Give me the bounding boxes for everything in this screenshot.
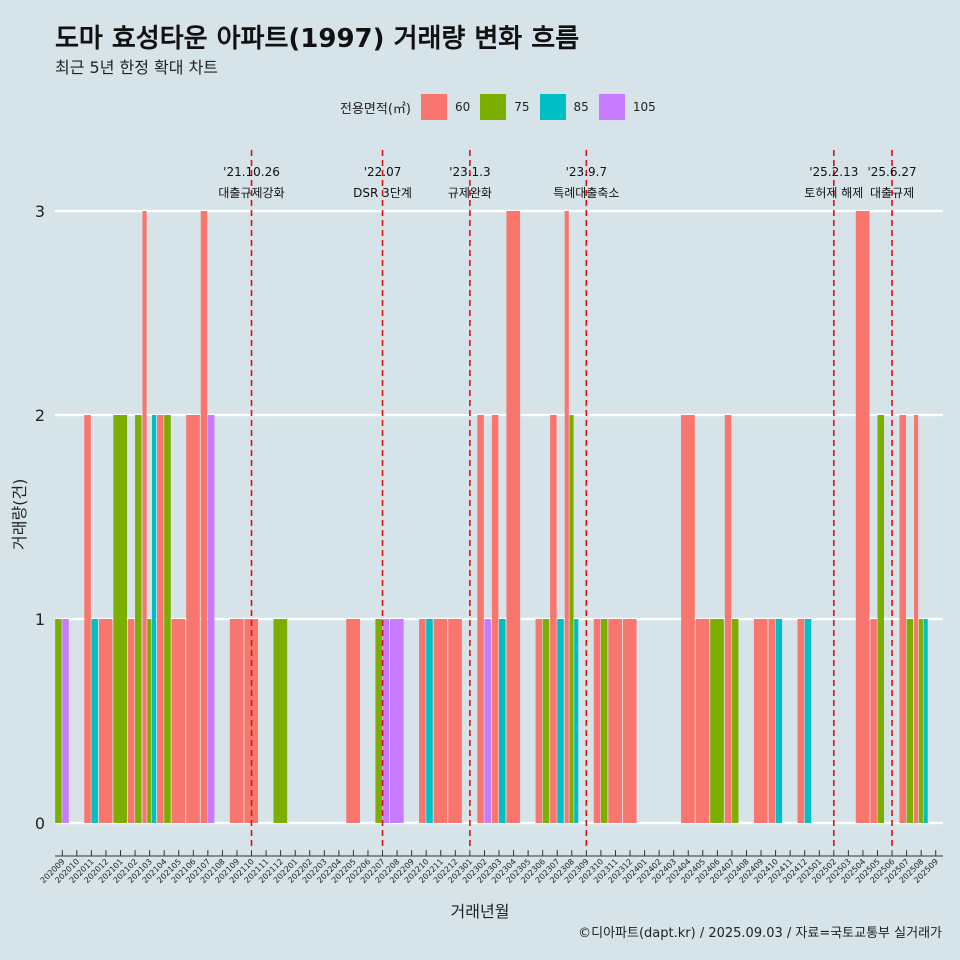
bar-202308-75 — [569, 415, 574, 823]
legend-item-75: 75 — [480, 94, 530, 120]
event-date: '21.10.26 — [223, 165, 280, 179]
bar-202103-85 — [152, 415, 157, 823]
bar-202306-60 — [535, 619, 543, 823]
bar-202208-105 — [389, 619, 404, 823]
event-label: DSR 3단계 — [353, 186, 412, 200]
legend-item-85: 85 — [539, 94, 589, 120]
source-caption: ©디아파트(dapt.kr) / 2025.09.03 / 자료=국토교통부 실… — [578, 926, 942, 941]
legend: 전용면적(㎡) 60 75 85 105 — [340, 94, 666, 120]
legend-label-75: 75 — [514, 100, 530, 114]
bar-202508-85 — [923, 619, 928, 823]
legend-label-85: 85 — [573, 100, 589, 114]
bar-202505-60 — [870, 619, 877, 823]
y-tick-label: 0 — [35, 814, 45, 833]
y-axis-label: 거래량(건) — [10, 478, 29, 550]
bar-202507-75 — [906, 619, 914, 823]
event-date: '23.1.3 — [449, 165, 490, 179]
bar-202405-60 — [695, 619, 710, 823]
legend-swatch-60 — [420, 94, 447, 120]
bar-202011-85 — [91, 619, 98, 823]
bar-202406-75 — [710, 619, 724, 823]
legend-item-60: 60 — [420, 94, 471, 120]
bar-202304-60 — [506, 211, 521, 823]
bar-202303-85 — [499, 619, 506, 823]
bar-202205-60 — [346, 619, 360, 823]
bar-202103-75 — [147, 619, 152, 823]
event-label: 대출규제 — [870, 186, 914, 200]
event-date: '23.9.7 — [566, 165, 607, 179]
bar-202412-85 — [804, 619, 812, 823]
bar-202210-60 — [419, 619, 426, 823]
bar-202109-60 — [229, 619, 244, 823]
event-label: 규제완화 — [448, 186, 492, 200]
bar-202107-105 — [207, 415, 215, 823]
bar-202505-75 — [877, 415, 885, 823]
bar-202112-75 — [273, 619, 288, 823]
event-date: '25.2.13 — [809, 165, 858, 179]
bar-202105-60 — [171, 619, 186, 823]
event-label: 대출규제강화 — [218, 186, 284, 200]
bar-202507-60 — [899, 415, 907, 823]
legend-item-105: 105 — [598, 94, 656, 120]
bar-202310-60 — [593, 619, 601, 823]
bar-202409-60 — [753, 619, 768, 823]
bar-202103-60 — [142, 211, 147, 823]
legend-swatch-75 — [480, 94, 507, 120]
y-tick-label: 1 — [35, 610, 45, 629]
bar-202410-85 — [775, 619, 783, 823]
bar-202306-75 — [542, 619, 550, 823]
bar-202504-60 — [855, 211, 870, 823]
legend-label-60: 60 — [454, 100, 471, 114]
bar-202102-75 — [135, 415, 142, 823]
legend-swatch-85 — [539, 94, 566, 120]
bar-202011-60 — [84, 415, 91, 823]
bar-202308-60 — [564, 211, 569, 823]
bar-202508-75 — [918, 619, 923, 823]
event-date: '25.6.27 — [867, 165, 916, 179]
bar-202104-60 — [157, 415, 164, 823]
event-date: '22.07 — [364, 165, 402, 179]
event-label: 토허제 해제 — [804, 186, 863, 200]
legend-label-105: 105 — [632, 100, 656, 114]
bar-202303-60 — [491, 415, 499, 823]
y-tick-label: 3 — [35, 202, 45, 221]
bar-202106-60 — [186, 415, 200, 823]
bar-202211-60 — [433, 619, 448, 823]
bar-202207-75 — [375, 619, 382, 823]
bar-202210-85 — [426, 619, 433, 823]
bar-202307-85 — [557, 619, 564, 823]
bar-202302-60 — [477, 415, 484, 823]
bar-202212-60 — [448, 619, 462, 823]
bar-202107-60 — [200, 211, 208, 823]
bar-202310-75 — [600, 619, 608, 823]
bar-202508-60 — [914, 415, 919, 823]
bar-202407-60 — [724, 415, 732, 823]
chart-subtitle: 최근 5년 한정 확대 차트 — [55, 58, 219, 77]
bar-202009-75 — [55, 619, 62, 823]
bar-202410-60 — [768, 619, 775, 823]
bar-202412-60 — [797, 619, 805, 823]
bar-202302-105 — [484, 619, 491, 823]
bar-202104-75 — [164, 415, 171, 823]
bar-202311-60 — [608, 619, 622, 823]
bar-202012-60 — [98, 619, 113, 823]
event-label: 특례대출축소 — [553, 186, 619, 200]
legend-swatch-105 — [598, 94, 625, 120]
bar-202312-60 — [622, 619, 637, 823]
legend-title: 전용면적(㎡) — [340, 101, 411, 117]
bar-202307-60 — [550, 415, 557, 823]
bar-202102-60 — [127, 619, 135, 823]
chart-title: 도마 효성타운 아파트(1997) 거래량 변화 흐름 — [55, 24, 580, 54]
bar-202101-75 — [113, 415, 128, 823]
x-axis-label: 거래년월 — [450, 902, 510, 921]
bar-202308-85 — [574, 619, 579, 823]
bar-202207-105 — [382, 619, 390, 823]
bar-202407-75 — [731, 619, 739, 823]
bar-202404-60 — [681, 415, 695, 823]
y-tick-label: 2 — [35, 406, 45, 425]
bar-202009-105 — [62, 619, 69, 823]
